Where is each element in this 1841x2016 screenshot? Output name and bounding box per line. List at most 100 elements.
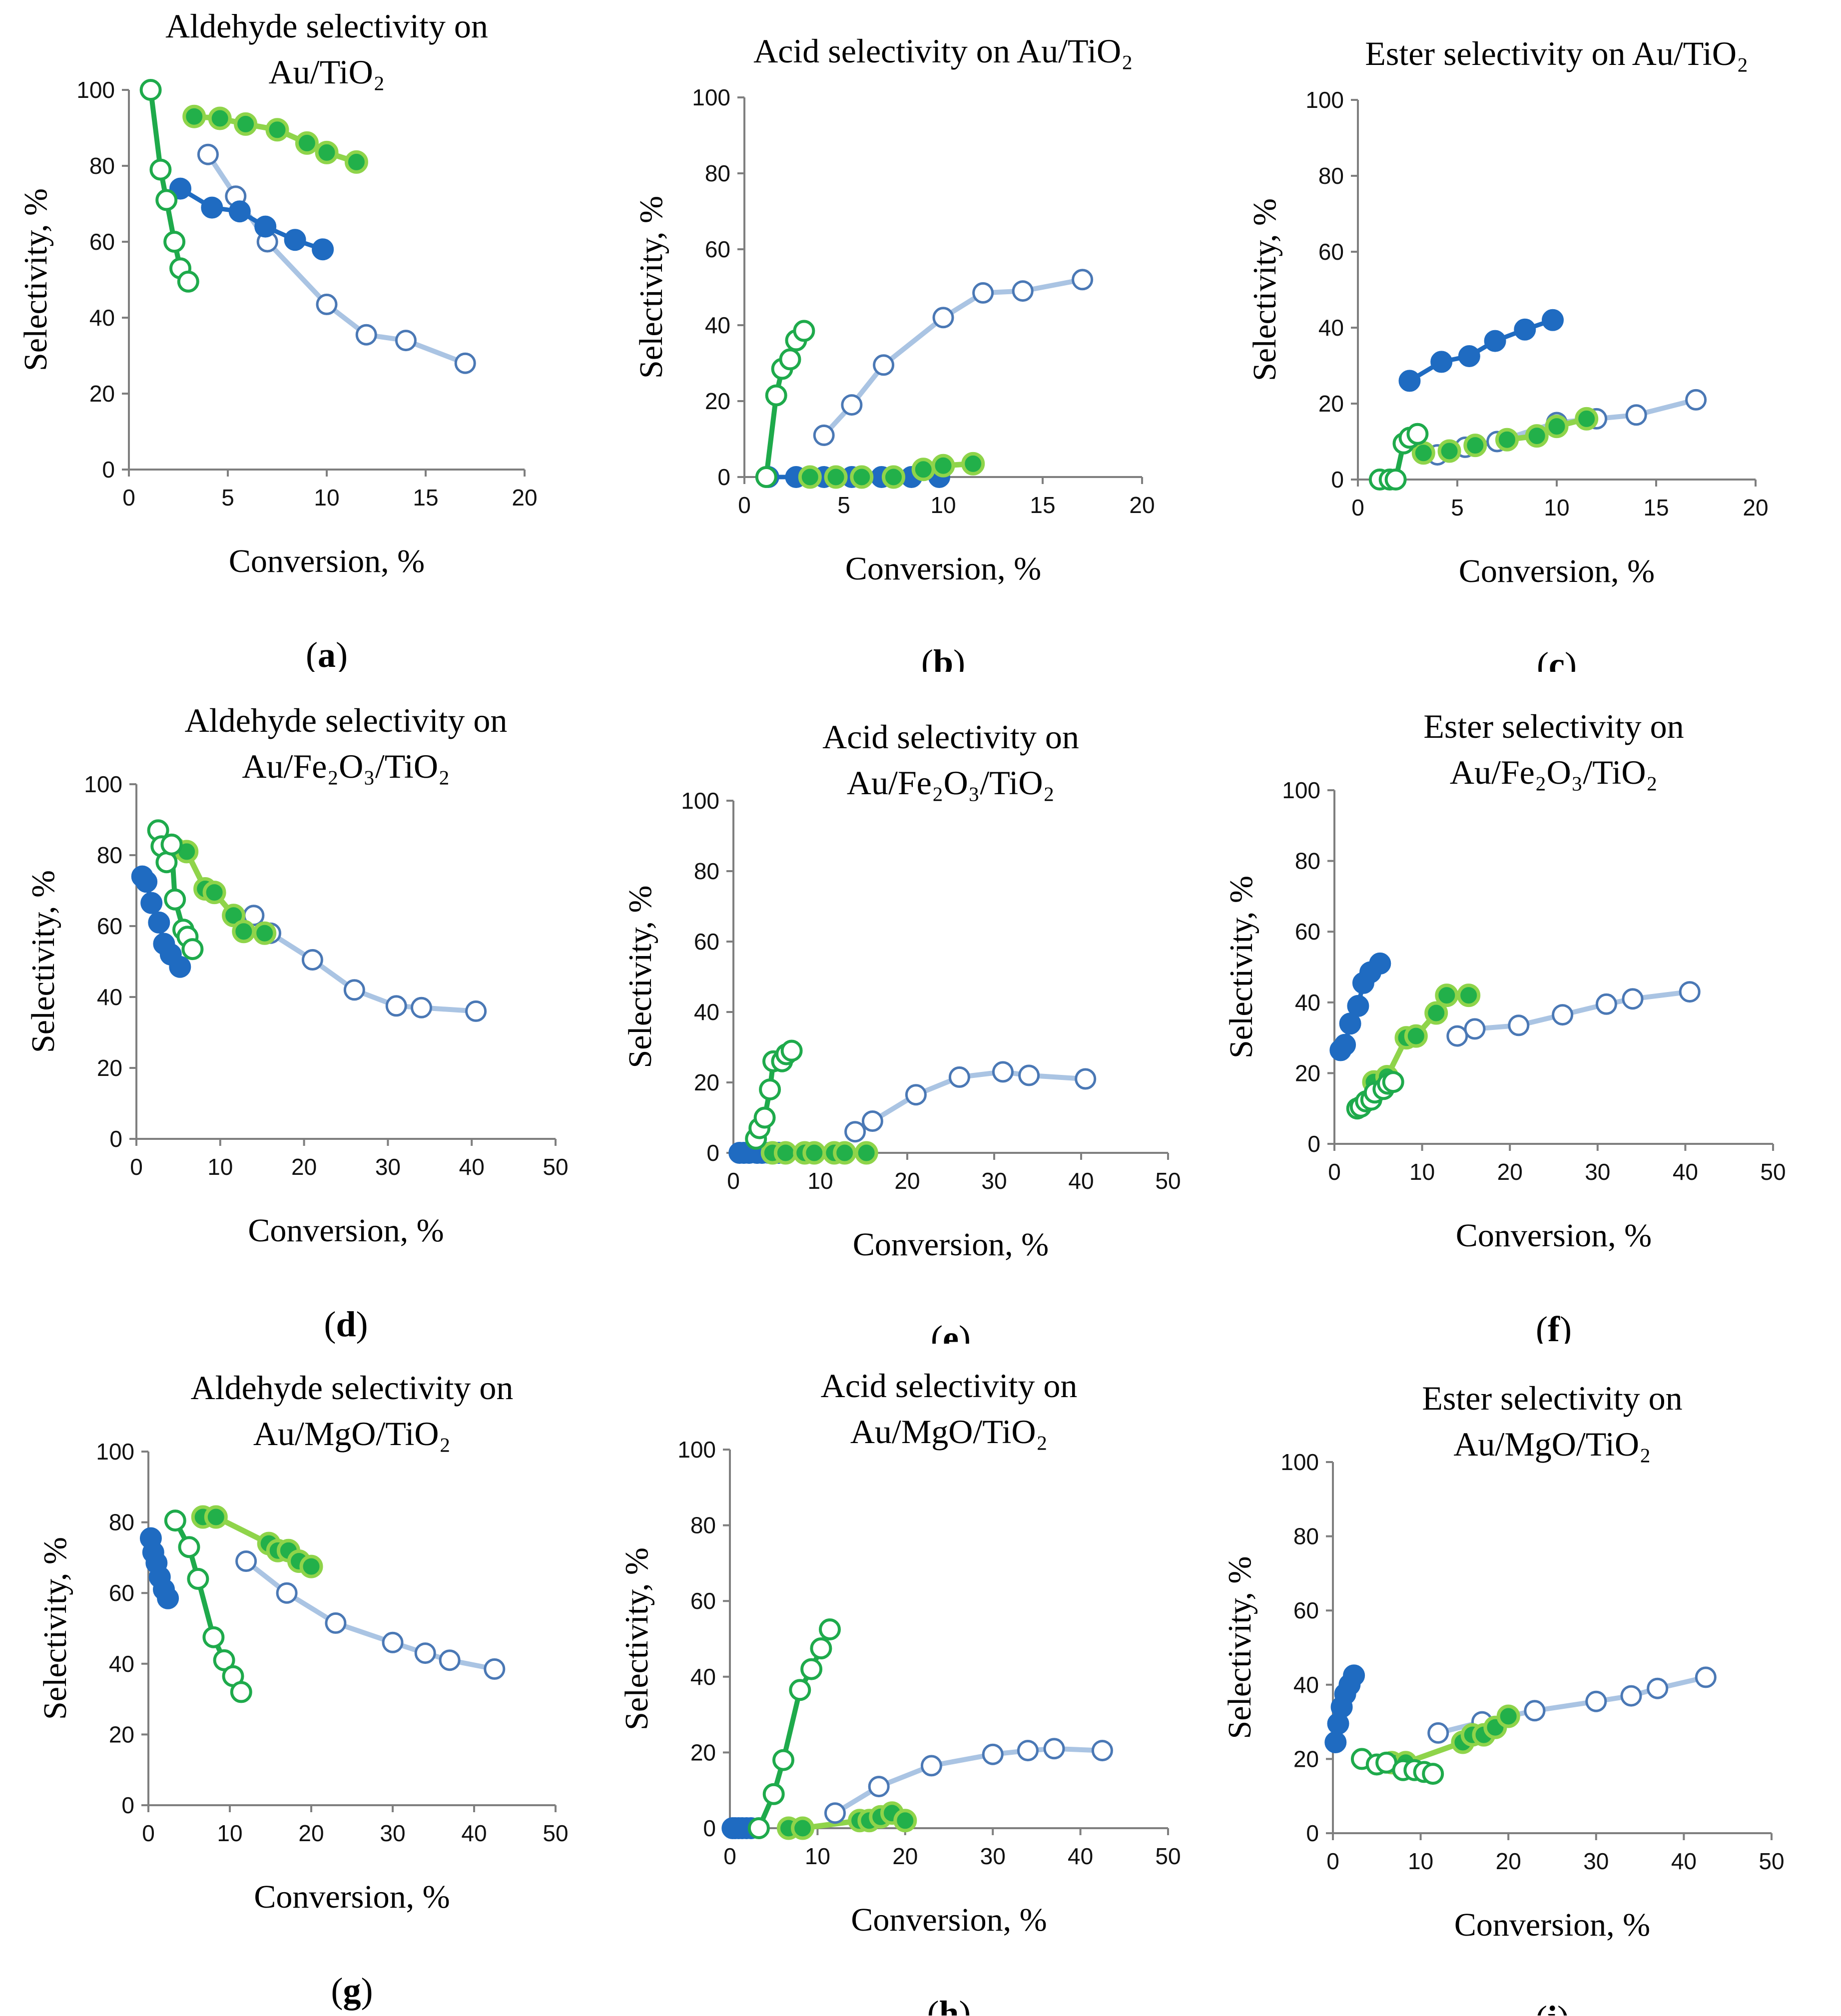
data-point-blue-open	[932, 307, 954, 329]
panel-label-close: )	[959, 1994, 971, 2016]
chart-title: Aldehyde selectivity on Au/Fe₂O₃/TiO₂	[185, 701, 508, 785]
panel-label: (b)	[921, 642, 965, 672]
data-point-green-open	[155, 851, 178, 874]
data-point-blue-open	[1620, 1685, 1642, 1707]
data-point-blue-open	[382, 1631, 404, 1653]
data-point-blue-open	[1685, 389, 1707, 411]
series-line-blue-open	[205, 152, 468, 366]
chart-svg-h: Acid selectivity on Au/MgO/TiO₂ 0 20 40 60 80 1…	[618, 1367, 1181, 2016]
data-point-blue-filled	[1343, 1664, 1365, 1687]
data-point-green-filled	[1424, 1001, 1448, 1025]
data-point-green-filled	[931, 454, 955, 478]
data-point-blue-filled	[228, 200, 251, 223]
x-tick-label: 15	[1643, 495, 1669, 520]
panel-label-close: )	[356, 1304, 368, 1344]
data-point-green-filled	[1496, 1704, 1520, 1728]
data-point-green-filled	[1437, 439, 1461, 463]
chart-svg-e: Acid selectivity on Au/Fe₂O₃/TiO₂ 0 20 40 60 8…	[622, 718, 1181, 1344]
y-tick-label: 40	[97, 984, 122, 1010]
panel-label-open: (	[331, 1971, 343, 2011]
data-point-blue-open	[439, 1649, 461, 1671]
data-point-blue-filled	[1458, 345, 1480, 367]
y-tick-label: 40	[1293, 1672, 1319, 1698]
y-axis-label: Selectivity, %	[633, 196, 669, 379]
title-line: Acid selectivity on	[822, 718, 1079, 756]
data-point-green-filled	[234, 112, 258, 136]
x-tick-label: 0	[738, 492, 751, 518]
data-point-blue-filled	[135, 871, 158, 893]
data-point-blue-open	[414, 1642, 436, 1664]
data-point-green-open	[213, 1649, 235, 1671]
x-tick-label: 30	[981, 1168, 1007, 1194]
y-tick-label: 20	[690, 1739, 716, 1765]
panel-label-letter: i	[1547, 1999, 1557, 2016]
data-point-green-open	[780, 1039, 803, 1062]
title-line: Ester selectivity on	[1423, 707, 1684, 745]
panel-label-close: )	[959, 1318, 971, 1344]
data-point-blue-open	[992, 1061, 1014, 1083]
data-point-blue-open	[1427, 1722, 1449, 1744]
x-tick-label: 50	[1759, 1848, 1784, 1874]
panel-label-close: )	[361, 1971, 373, 2011]
panel-label-close: )	[336, 635, 348, 672]
y-tick-label: 80	[89, 153, 115, 179]
data-point-green-open	[765, 384, 787, 407]
x-tick-label: 0	[1351, 495, 1364, 520]
x-tick-label: 40	[1673, 1159, 1698, 1185]
data-point-blue-open	[1552, 1004, 1574, 1026]
data-point-green-filled	[773, 1141, 797, 1165]
data-point-green-open	[1384, 469, 1407, 491]
y-tick-label: 80	[690, 1512, 716, 1538]
y-tick-label: 80	[705, 160, 730, 186]
chart-title: Ester selectivity on Au/Fe₂O₃/TiO₂	[1423, 707, 1684, 791]
title-line: Ester selectivity on	[1422, 1379, 1682, 1417]
x-axis-label: Conversion, %	[845, 550, 1041, 587]
y-tick-label: 20	[1293, 1746, 1319, 1772]
chart-svg-i: Ester selectivity on Au/MgO/TiO₂ 0 20 40 60 80…	[1227, 1379, 1785, 2016]
data-point-green-open	[779, 348, 801, 371]
y-tick-label: 20	[97, 1055, 122, 1081]
x-tick-label: 20	[1129, 492, 1155, 518]
x-tick-label: 50	[1155, 1843, 1181, 1869]
data-point-blue-open	[972, 282, 994, 304]
data-point-green-filled	[1457, 984, 1481, 1008]
data-point-green-open	[800, 1658, 823, 1680]
x-axis-label: Conversion, %	[853, 1226, 1049, 1263]
chart-panel-e: Acid selectivity on Au/Fe₂O₃/TiO₂ 0 20 40 60 8…	[614, 672, 1227, 1344]
y-axis-label: Selectivity, %	[618, 1547, 655, 1730]
data-point-blue-filled	[201, 196, 223, 219]
panel-label-letter: g	[343, 1971, 361, 2011]
data-point-green-filled	[911, 458, 935, 482]
data-point-blue-open	[454, 352, 476, 374]
data-point-blue-open	[1622, 988, 1644, 1010]
x-tick-label: 0	[130, 1154, 143, 1180]
title-line: Au/Fe₂O₃/TiO₂	[242, 747, 450, 785]
data-point-blue-filled	[1542, 309, 1564, 331]
x-tick-label: 15	[413, 485, 438, 510]
chart-svg-c: Ester selectivity on Au/TiO₂020406080100…	[1246, 34, 1769, 672]
y-tick-label: 60	[89, 229, 115, 255]
data-point-green-filled	[961, 452, 985, 476]
x-tick-label: 30	[1585, 1159, 1610, 1185]
y-tick-label: 100	[1305, 87, 1344, 113]
title-line: Au/TiO₂	[269, 53, 385, 91]
chart-title: Acid selectivity on Au/Fe₂O₃/TiO₂	[822, 718, 1079, 802]
x-tick-label: 10	[207, 1154, 233, 1180]
data-point-blue-open	[824, 1802, 846, 1824]
x-tick-label: 10	[805, 1843, 830, 1869]
data-point-green-filled	[824, 465, 848, 489]
panel-label-close: )	[1565, 645, 1577, 672]
data-point-green-open	[164, 888, 186, 911]
panel-label-letter: f	[1548, 1309, 1560, 1344]
data-point-blue-open	[1679, 981, 1701, 1003]
y-axis-label: Selectivity, %	[622, 886, 658, 1068]
chart-title: Aldehyde selectivity on Au/MgO/TiO₂	[191, 1369, 514, 1453]
data-point-blue-filled	[1369, 952, 1391, 975]
panel-label: (c)	[1537, 645, 1577, 672]
y-tick-label: 0	[102, 457, 115, 483]
data-point-blue-open	[861, 1110, 883, 1132]
x-axis-label: Conversion, %	[229, 543, 425, 579]
title-line: Au/Fe₂O₃/TiO₂	[847, 764, 1055, 802]
y-tick-label: 60	[97, 913, 122, 939]
chart-svg-f: Ester selectivity on Au/Fe₂O₃/TiO₂ 0 20 40 60…	[1227, 707, 1786, 1344]
